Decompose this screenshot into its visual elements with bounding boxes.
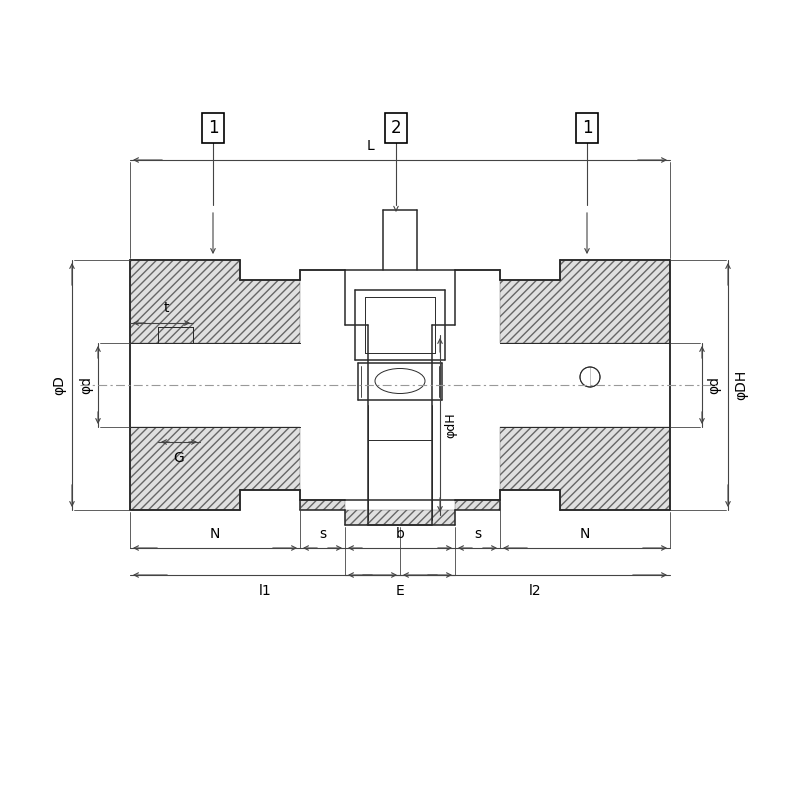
Text: 1: 1 xyxy=(582,119,592,137)
Polygon shape xyxy=(500,260,670,343)
Text: φdH: φdH xyxy=(444,412,457,438)
Text: φd: φd xyxy=(707,376,721,394)
Polygon shape xyxy=(130,260,300,343)
Text: N: N xyxy=(580,527,590,541)
Text: φD: φD xyxy=(52,375,66,395)
Text: l2: l2 xyxy=(529,584,542,598)
Polygon shape xyxy=(300,500,500,525)
Text: s: s xyxy=(474,527,481,541)
Polygon shape xyxy=(130,427,300,510)
Text: E: E xyxy=(396,584,404,598)
Text: L: L xyxy=(366,139,374,153)
Text: φDH: φDH xyxy=(734,370,748,400)
Text: l1: l1 xyxy=(258,584,271,598)
Polygon shape xyxy=(500,427,670,510)
Text: b: b xyxy=(395,527,405,541)
Text: 1: 1 xyxy=(208,119,218,137)
Text: s: s xyxy=(319,527,326,541)
Text: 2: 2 xyxy=(390,119,402,137)
Text: G: G xyxy=(174,451,184,465)
Text: t: t xyxy=(164,301,170,315)
Text: φd: φd xyxy=(79,376,93,394)
Text: N: N xyxy=(210,527,220,541)
